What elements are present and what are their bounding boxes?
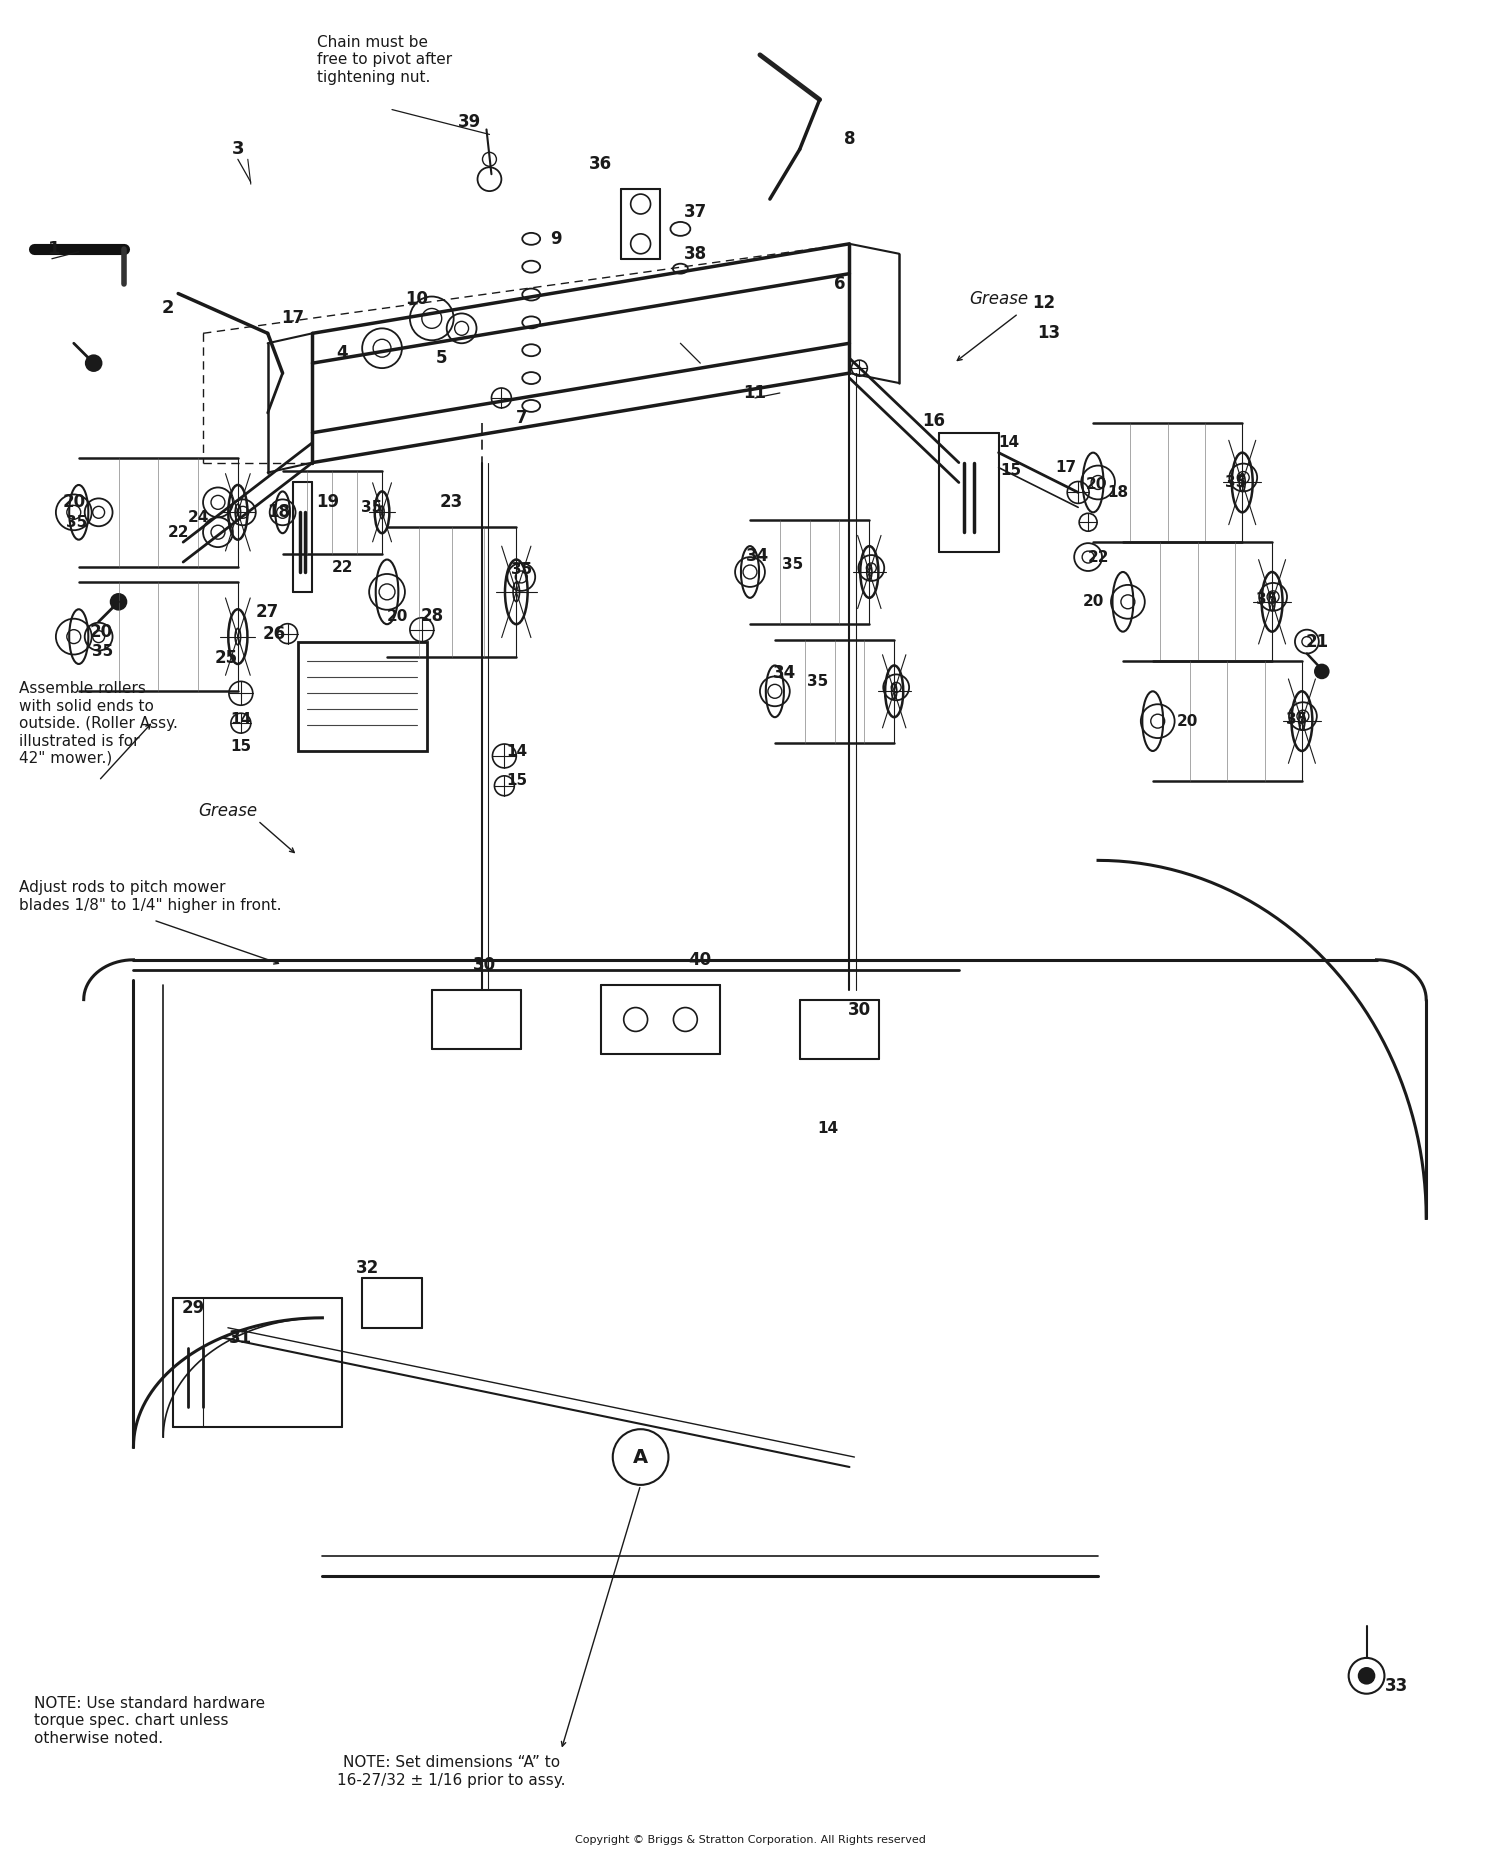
Text: 28: 28: [420, 606, 444, 625]
Text: 35: 35: [362, 501, 382, 515]
Text: 31: 31: [230, 1329, 252, 1346]
Text: 10: 10: [405, 289, 429, 308]
Bar: [297, 641, 427, 751]
Text: 24: 24: [188, 510, 209, 525]
Text: 19: 19: [316, 493, 339, 512]
Text: 22: 22: [1088, 549, 1108, 565]
Text: Chain must be
free to pivot after
tightening nut.: Chain must be free to pivot after tighte…: [318, 35, 453, 85]
Text: 9: 9: [550, 230, 562, 248]
Text: Grease: Grease: [969, 289, 1028, 308]
Text: 6: 6: [834, 274, 844, 293]
Text: 35: 35: [1287, 712, 1308, 727]
Text: 35: 35: [782, 556, 804, 571]
Text: 11: 11: [744, 384, 766, 402]
Text: 20: 20: [1086, 476, 1107, 491]
Text: 30: 30: [847, 1001, 871, 1018]
Text: 14: 14: [507, 745, 528, 760]
Text: 23: 23: [440, 493, 464, 512]
Text: 16: 16: [922, 412, 945, 430]
Text: 35: 35: [1224, 475, 1246, 489]
Text: Adjust rods to pitch mower
blades 1/8" to 1/4" higher in front.: Adjust rods to pitch mower blades 1/8" t…: [20, 881, 282, 912]
Text: 18: 18: [1107, 486, 1128, 501]
Text: 36: 36: [590, 156, 612, 172]
Text: 30: 30: [472, 957, 496, 973]
Text: A: A: [633, 1448, 648, 1467]
Text: 2: 2: [162, 300, 174, 317]
Text: 22: 22: [168, 525, 189, 540]
Text: 35: 35: [510, 562, 532, 577]
Text: 29: 29: [182, 1300, 204, 1316]
Text: 4: 4: [336, 345, 348, 362]
Circle shape: [1359, 1669, 1374, 1683]
Text: 8: 8: [843, 130, 855, 148]
Text: 1: 1: [48, 239, 60, 258]
Text: 3: 3: [231, 141, 244, 158]
Text: 35: 35: [807, 673, 828, 690]
Text: 38: 38: [684, 245, 706, 263]
Text: 18: 18: [267, 502, 290, 521]
Text: 37: 37: [684, 202, 706, 221]
Text: Assemble rollers
with solid ends to
outside. (Roller Assy.
illustrated is for
42: Assemble rollers with solid ends to outs…: [20, 682, 178, 766]
Text: 35: 35: [92, 643, 112, 658]
Text: 7: 7: [516, 410, 526, 426]
Text: 5: 5: [436, 349, 447, 367]
Text: 13: 13: [1036, 324, 1060, 343]
Text: 26: 26: [262, 625, 286, 643]
Text: 14: 14: [818, 1122, 839, 1137]
Text: 14: 14: [998, 436, 1018, 451]
Text: 34: 34: [747, 547, 770, 565]
Circle shape: [111, 593, 126, 610]
Circle shape: [1316, 664, 1329, 679]
Text: 22: 22: [332, 560, 352, 575]
Text: 34: 34: [772, 664, 796, 682]
Text: NOTE: Set dimensions “A” to
16-27/32 ± 1/16 prior to assy.: NOTE: Set dimensions “A” to 16-27/32 ± 1…: [338, 1756, 566, 1787]
Text: 15: 15: [507, 773, 528, 788]
Text: 40: 40: [688, 951, 712, 970]
Text: 15: 15: [1000, 464, 1022, 478]
Circle shape: [86, 356, 102, 371]
Text: 17: 17: [280, 310, 304, 328]
Text: 25: 25: [214, 649, 237, 666]
Text: 33: 33: [1384, 1676, 1408, 1695]
Text: 17: 17: [1056, 460, 1077, 475]
Text: 12: 12: [1032, 295, 1054, 313]
Text: 15: 15: [231, 738, 252, 753]
Text: 35: 35: [1257, 591, 1278, 608]
Text: 20: 20: [62, 493, 86, 512]
Text: Copyright © Briggs & Stratton Corporation. All Rights reserved: Copyright © Briggs & Stratton Corporatio…: [574, 1835, 926, 1845]
Text: NOTE: Use standard hardware
torque spec. chart unless
otherwise noted.: NOTE: Use standard hardware torque spec.…: [34, 1696, 266, 1745]
Text: 27: 27: [256, 603, 279, 621]
Text: 35: 35: [66, 515, 87, 530]
Text: 20: 20: [1178, 714, 1198, 729]
Text: 14: 14: [231, 712, 252, 727]
Text: 20: 20: [1083, 595, 1104, 610]
Text: 20: 20: [90, 623, 112, 641]
Text: Grease: Grease: [198, 801, 256, 819]
Text: 39: 39: [458, 113, 482, 130]
Text: 21: 21: [1305, 632, 1329, 651]
Text: 32: 32: [356, 1259, 380, 1277]
Text: 20: 20: [387, 610, 408, 625]
